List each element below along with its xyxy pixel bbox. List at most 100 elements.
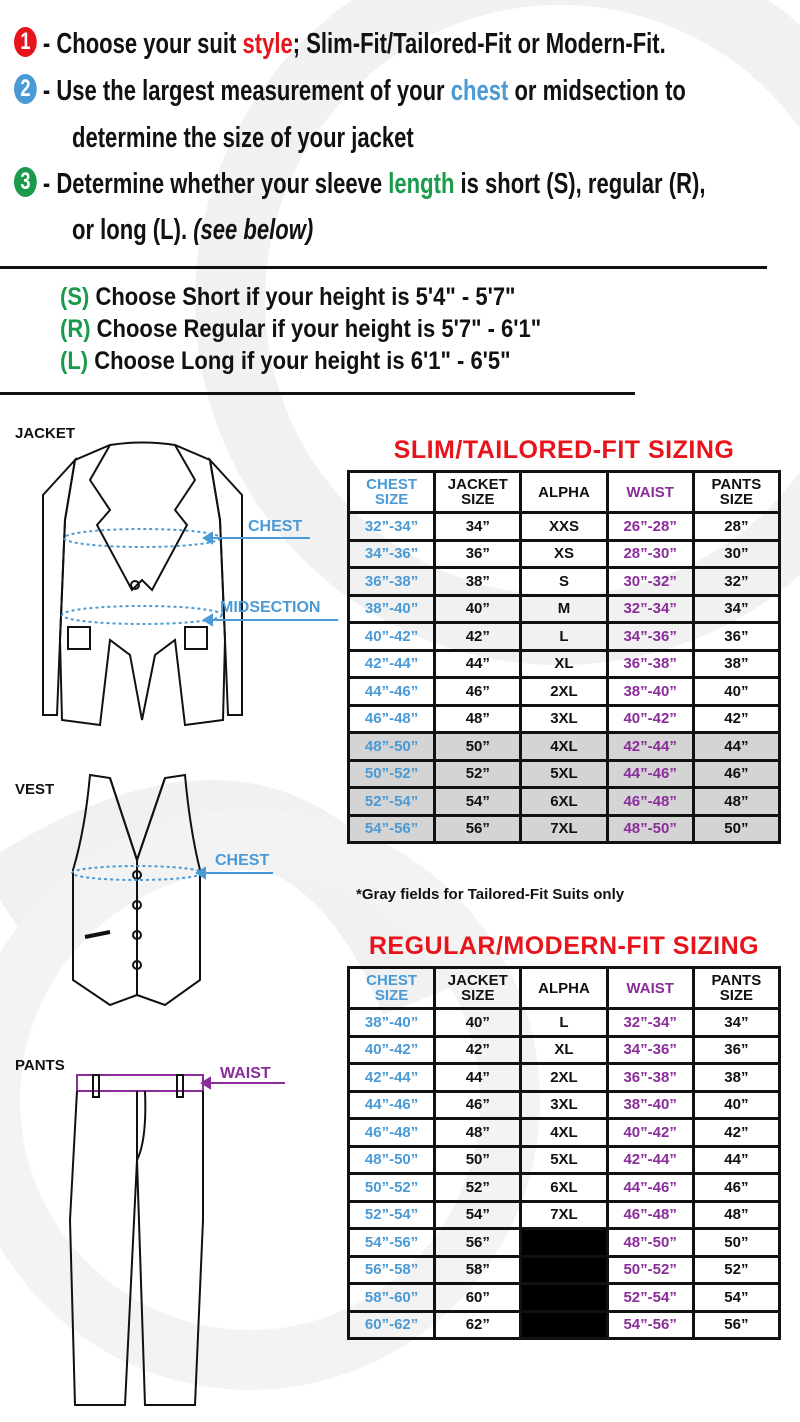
table-row: 60”-62” 62” 54”-56” 56”	[346, 1309, 782, 1340]
table-row: 42”-44” 44” XL 36”-38” 38”	[346, 648, 782, 679]
cell-chest-size: 52”-54”	[346, 1199, 437, 1230]
vest-illustration	[71, 773, 203, 1007]
header-chest-size: CHEST SIZE	[346, 470, 437, 514]
cell-pants-size: 50”	[691, 813, 782, 844]
cell-jacket-size: 48”	[433, 703, 523, 734]
cell-alpha: XXS	[519, 511, 609, 542]
table-row: 50”-52” 52” 5XL 44”-46” 46”	[346, 758, 782, 789]
table-row: 44”-46” 46” 3XL 38”-40” 40”	[346, 1089, 782, 1120]
cell-jacket-size: 52”	[433, 758, 523, 789]
cell-waist: 52”-54”	[605, 1282, 695, 1313]
cell-waist: 32”-34”	[605, 1007, 695, 1038]
cell-waist: 32”-34”	[605, 593, 695, 624]
cell-waist: 28”-30”	[605, 538, 695, 569]
table-row: 48”-50” 50” 5XL 42”-44” 44”	[346, 1144, 782, 1175]
table-row: 52”-54” 54” 6XL 46”-48” 48”	[346, 786, 782, 817]
table-row: 42”-44” 44” 2XL 36”-38” 38”	[346, 1062, 782, 1093]
table-row: 34”-36” 36” XS 28”-30” 30”	[346, 538, 782, 569]
cell-pants-size: 54”	[691, 1282, 782, 1313]
cell-alpha: 2XL	[519, 676, 609, 707]
table-header-row: CHEST SIZE JACKET SIZE ALPHA WAIST PANTS SIZ…	[346, 470, 782, 514]
cell-chest-size: 54”-56”	[346, 813, 437, 844]
cell-alpha: M	[519, 593, 609, 624]
length-short: (S) Choose Short if your height is 5'4" …	[60, 283, 515, 312]
cell-alpha: 3XL	[519, 703, 609, 734]
cell-alpha: L	[519, 1007, 609, 1038]
cell-jacket-size: 46”	[433, 1089, 523, 1120]
cell-chest-size: 38”-40”	[346, 1007, 437, 1038]
cell-jacket-size: 46”	[433, 676, 523, 707]
cell-alpha: 5XL	[519, 1144, 609, 1175]
cell-waist: 30”-32”	[605, 566, 695, 597]
cell-pants-size: 40”	[691, 1089, 782, 1120]
cell-jacket-size: 40”	[433, 1007, 523, 1038]
cell-pants-size: 48”	[691, 786, 782, 817]
vest-chest-label: CHEST	[215, 852, 270, 869]
cell-waist: 34”-36”	[605, 621, 695, 652]
highlight-length: length	[388, 168, 455, 200]
cell-jacket-size: 50”	[433, 731, 523, 762]
header-alpha: ALPHA	[519, 470, 609, 514]
cell-chest-size: 34”-36”	[346, 538, 437, 569]
step-text: - Choose your suit	[42, 28, 243, 60]
cell-jacket-size: 44”	[433, 1062, 523, 1093]
table-row: 52”-54” 54” 7XL 46”-48” 48”	[346, 1199, 782, 1230]
step-text: or midsection to	[508, 75, 686, 107]
cell-waist: 44”-46”	[605, 1172, 695, 1203]
cell-pants-size: 46”	[691, 1172, 782, 1203]
cell-alpha: 6XL	[519, 1172, 609, 1203]
cell-waist: 36”-38”	[605, 1062, 695, 1093]
regular-fit-size-table: CHEST SIZE JACKET SIZE ALPHA WAIST PANTS SIZ…	[346, 966, 782, 1340]
header-pants-size: PANTS SIZE	[691, 966, 782, 1010]
step-text: or long (L).	[72, 214, 194, 246]
cell-jacket-size: 42”	[433, 621, 523, 652]
cell-waist: 44”-46”	[605, 758, 695, 789]
length-code: (L)	[60, 347, 89, 375]
cell-alpha: 6XL	[519, 786, 609, 817]
cell-pants-size: 34”	[691, 593, 782, 624]
length-text: Choose Long if your height is 6'1" - 6'5…	[88, 347, 511, 375]
table-row: 40”-42” 42” L 34”-36” 36”	[346, 621, 782, 652]
cell-waist: 42”-44”	[605, 731, 695, 762]
table-row: 50”-52” 52” 6XL 44”-46” 46”	[346, 1172, 782, 1203]
cell-chest-size: 48”-50”	[346, 731, 437, 762]
cell-waist: 40”-42”	[605, 703, 695, 734]
length-code: (R)	[60, 315, 91, 343]
length-text: Choose Short if your height is 5'4" - 5'…	[89, 283, 516, 311]
divider	[0, 266, 767, 269]
cell-jacket-size: 42”	[433, 1034, 523, 1065]
cell-waist: 46”-48”	[605, 1199, 695, 1230]
table-row: 56”-58” 58” 50”-52” 52”	[346, 1254, 782, 1285]
slim-fit-size-table: CHEST SIZE JACKET SIZE ALPHA WAIST PANTS SIZ…	[346, 470, 782, 844]
header-jacket-size: JACKET SIZE	[433, 470, 523, 514]
table-row: 38”-40” 40” L 32”-34” 34”	[346, 1007, 782, 1038]
cell-chest-size: 56”-58”	[346, 1254, 437, 1285]
pants-illustration	[68, 1074, 204, 1406]
cell-pants-size: 30”	[691, 538, 782, 569]
cell-alpha	[519, 1227, 609, 1258]
cell-pants-size: 48”	[691, 1199, 782, 1230]
cell-pants-size: 36”	[691, 621, 782, 652]
length-regular: (R) Choose Regular if your height is 5'7…	[60, 315, 541, 344]
cell-jacket-size: 40”	[433, 593, 523, 624]
instruction-step-3: 3- Determine whether your sleeve length …	[14, 167, 705, 201]
cell-alpha: 5XL	[519, 758, 609, 789]
step-text: ; Slim-Fit/Tailored-Fit or Modern-Fit.	[292, 28, 666, 60]
cell-alpha: XL	[519, 648, 609, 679]
see-below-note: (see below)	[193, 214, 314, 246]
table-row: 46”-48” 48” 4XL 40”-42” 42”	[346, 1117, 782, 1148]
cell-pants-size: 36”	[691, 1034, 782, 1065]
cell-chest-size: 42”-44”	[346, 648, 437, 679]
cell-jacket-size: 50”	[433, 1144, 523, 1175]
cell-waist: 50”-52”	[605, 1254, 695, 1285]
cell-chest-size: 52”-54”	[346, 786, 437, 817]
cell-chest-size: 32”-34”	[346, 511, 437, 542]
cell-chest-size: 36”-38”	[346, 566, 437, 597]
header-waist: WAIST	[605, 470, 695, 514]
instruction-step-1: 1- Choose your suit style; Slim-Fit/Tail…	[14, 27, 666, 61]
cell-alpha: 2XL	[519, 1062, 609, 1093]
length-text: Choose Regular if your height is 5'7" - …	[90, 315, 542, 343]
cell-chest-size: 46”-48”	[346, 703, 437, 734]
step-number-2-badge: 2	[14, 74, 37, 105]
cell-pants-size: 40”	[691, 676, 782, 707]
